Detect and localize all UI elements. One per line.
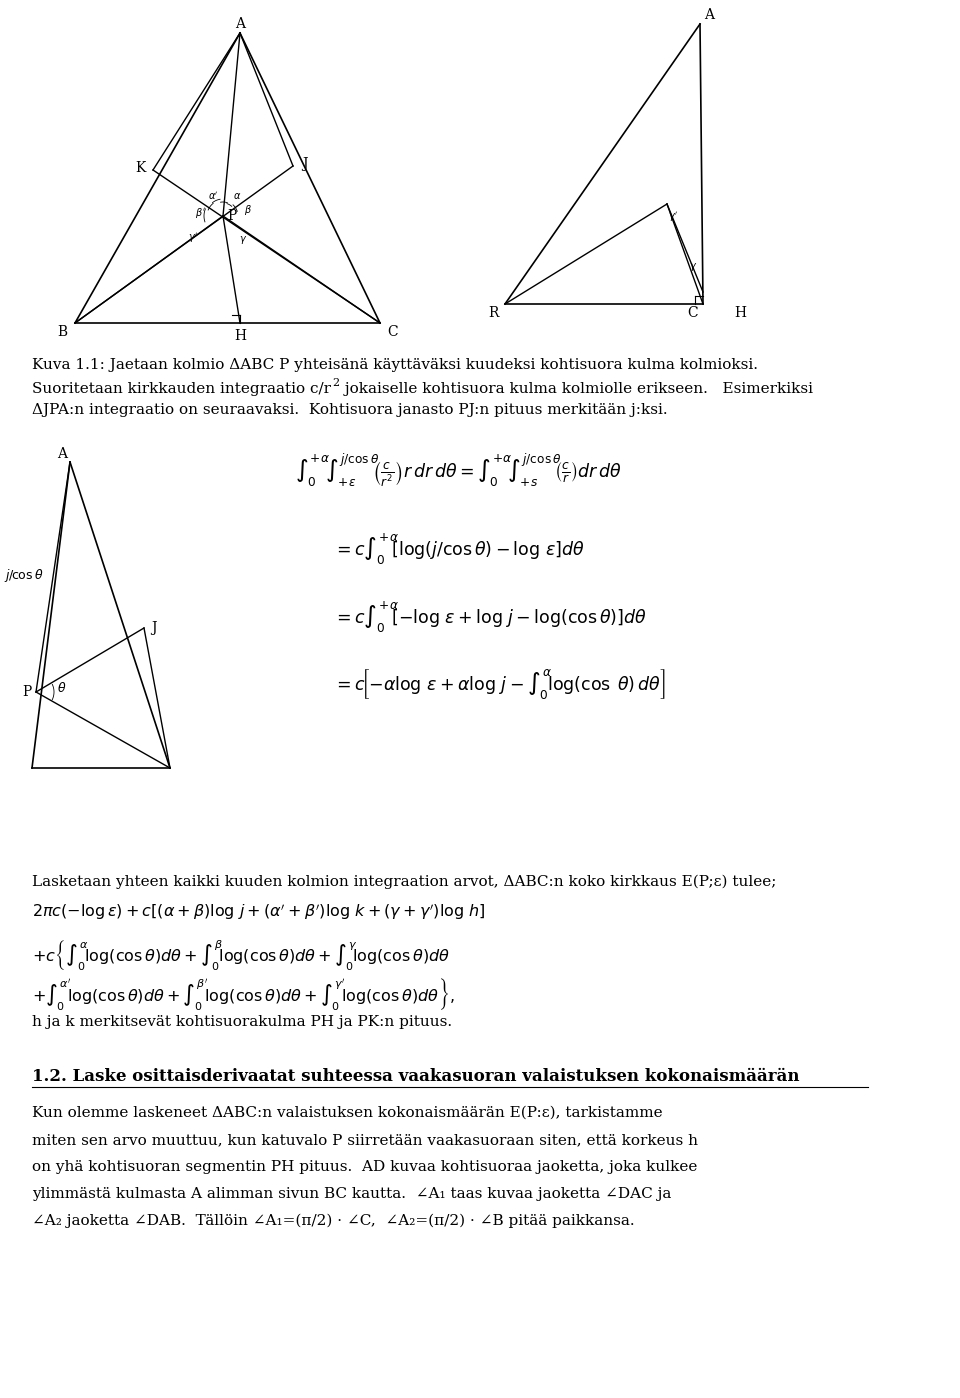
Text: $= c\int_{0}^{+\alpha}\!\!\left[-\log\,\varepsilon + \log\,j - \log(\cos\theta)\: $= c\int_{0}^{+\alpha}\!\!\left[-\log\,\… xyxy=(333,600,647,635)
Text: C: C xyxy=(388,324,398,338)
Text: J: J xyxy=(152,621,156,635)
Text: ylimmästä kulmasta A alimman sivun BC kautta.  ∠A₁ taas kuvaa jaoketta ∠DAC ja: ylimmästä kulmasta A alimman sivun BC ka… xyxy=(32,1187,671,1201)
Text: P: P xyxy=(228,208,236,224)
Text: C: C xyxy=(687,306,698,320)
Text: ∠A₂ jaoketta ∠DAB.  Tällöin ∠A₁=(π/2) · ∠C,  ∠A₂=(π/2) · ∠B pitää paikkansa.: ∠A₂ jaoketta ∠DAB. Tällöin ∠A₁=(π/2) · ∠… xyxy=(32,1213,635,1229)
Text: $\gamma$: $\gamma$ xyxy=(689,261,697,273)
Text: R: R xyxy=(488,306,498,320)
Text: ΔJPA:n integraatio on seuraavaksi.  Kohtisuora janasto PJ:n pituus merkitään j:k: ΔJPA:n integraatio on seuraavaksi. Kohti… xyxy=(32,403,667,417)
Text: $\gamma'$: $\gamma'$ xyxy=(188,231,198,245)
Text: $= c\int_{0}^{+\alpha}\!\!\left[\log(j/\cos\theta) - \log\,\varepsilon\right]d\t: $= c\int_{0}^{+\alpha}\!\!\left[\log(j/\… xyxy=(333,533,585,568)
Text: A: A xyxy=(704,8,714,22)
Text: miten sen arvo muuttuu, kun katuvalo P siirretään vaakasuoraan siten, että korke: miten sen arvo muuttuu, kun katuvalo P s… xyxy=(32,1132,698,1146)
Text: B: B xyxy=(57,324,67,338)
Text: Kuva 1.1: Jaetaan kolmio ΔABC P yhteisänä käyttäväksi kuudeksi kohtisuora kulma : Kuva 1.1: Jaetaan kolmio ΔABC P yhteisän… xyxy=(32,358,758,372)
Text: $\alpha'$: $\alpha'$ xyxy=(207,190,218,201)
Text: on yhä kohtisuoran segmentin PH pituus.  AD kuvaa kohtisuoraa jaoketta, joka kul: on yhä kohtisuoran segmentin PH pituus. … xyxy=(32,1160,697,1174)
Text: jokaiselle kohtisuora kulma kolmiolle erikseen.   Esimerkiksi: jokaiselle kohtisuora kulma kolmiolle er… xyxy=(340,382,813,396)
Text: K: K xyxy=(134,161,145,175)
Text: Suoritetaan kirkkauden integraatio c/r: Suoritetaan kirkkauden integraatio c/r xyxy=(32,382,331,396)
Text: $\theta$: $\theta$ xyxy=(58,681,66,695)
Text: P: P xyxy=(22,685,32,699)
Text: $\gamma'$: $\gamma'$ xyxy=(668,210,678,224)
Text: $\alpha$: $\alpha$ xyxy=(233,192,241,201)
Text: $\gamma$: $\gamma$ xyxy=(239,233,247,246)
Text: Lasketaan yhteen kaikki kuuden kolmion integraation arvot, ΔABC:n koko kirkkaus : Lasketaan yhteen kaikki kuuden kolmion i… xyxy=(32,875,777,889)
Text: A: A xyxy=(235,17,245,31)
Text: $+ \int_0^{\alpha'}\!\log(\cos\theta)d\theta + \int_0^{\beta'}\!\log(\cos\theta): $+ \int_0^{\alpha'}\!\log(\cos\theta)d\t… xyxy=(32,976,455,1012)
Text: H: H xyxy=(234,329,246,343)
Text: $\beta$: $\beta$ xyxy=(244,203,252,217)
Text: 1.2. Laske osittaisderivaatat suhteessa vaakasuoran valaistuksen kokonaismäärän: 1.2. Laske osittaisderivaatat suhteessa … xyxy=(32,1068,800,1085)
Text: $2\pi c(-\log\varepsilon) + c\left[(\alpha+\beta)\log\,j + (\alpha'+\beta')\log\: $2\pi c(-\log\varepsilon) + c\left[(\alp… xyxy=(32,902,486,923)
Text: 2: 2 xyxy=(332,377,339,389)
Text: H: H xyxy=(734,306,746,320)
Text: Kun olemme laskeneet ΔABC:n valaistuksen kokonaismäärän E(P:ε), tarkistamme: Kun olemme laskeneet ΔABC:n valaistuksen… xyxy=(32,1106,662,1120)
Text: $j/\!\cos\theta$: $j/\!\cos\theta$ xyxy=(4,566,43,583)
Text: h ja k merkitsevät kohtisuorakulma PH ja PK:n pituus.: h ja k merkitsevät kohtisuorakulma PH ja… xyxy=(32,1015,452,1029)
Text: $\beta'$: $\beta'$ xyxy=(195,206,205,219)
Text: $= c\!\left[-\alpha\log\,\varepsilon + \alpha\log\,j - \int_{0}^{\alpha}\!\log(\: $= c\!\left[-\alpha\log\,\varepsilon + \… xyxy=(333,667,665,700)
Text: $\int_{0}^{+\alpha}\!\int_{+\varepsilon}^{j/\cos\theta}\!\!\left(\frac{c}{r^2}\r: $\int_{0}^{+\alpha}\!\int_{+\varepsilon}… xyxy=(295,452,622,489)
Text: J: J xyxy=(302,157,308,171)
Text: A: A xyxy=(57,447,67,461)
Text: $+ c\left\{\int_0^{\alpha}\!\log(\cos\theta)d\theta + \int_0^{\beta}\!\log(\cos\: $+ c\left\{\int_0^{\alpha}\!\log(\cos\th… xyxy=(32,939,450,973)
